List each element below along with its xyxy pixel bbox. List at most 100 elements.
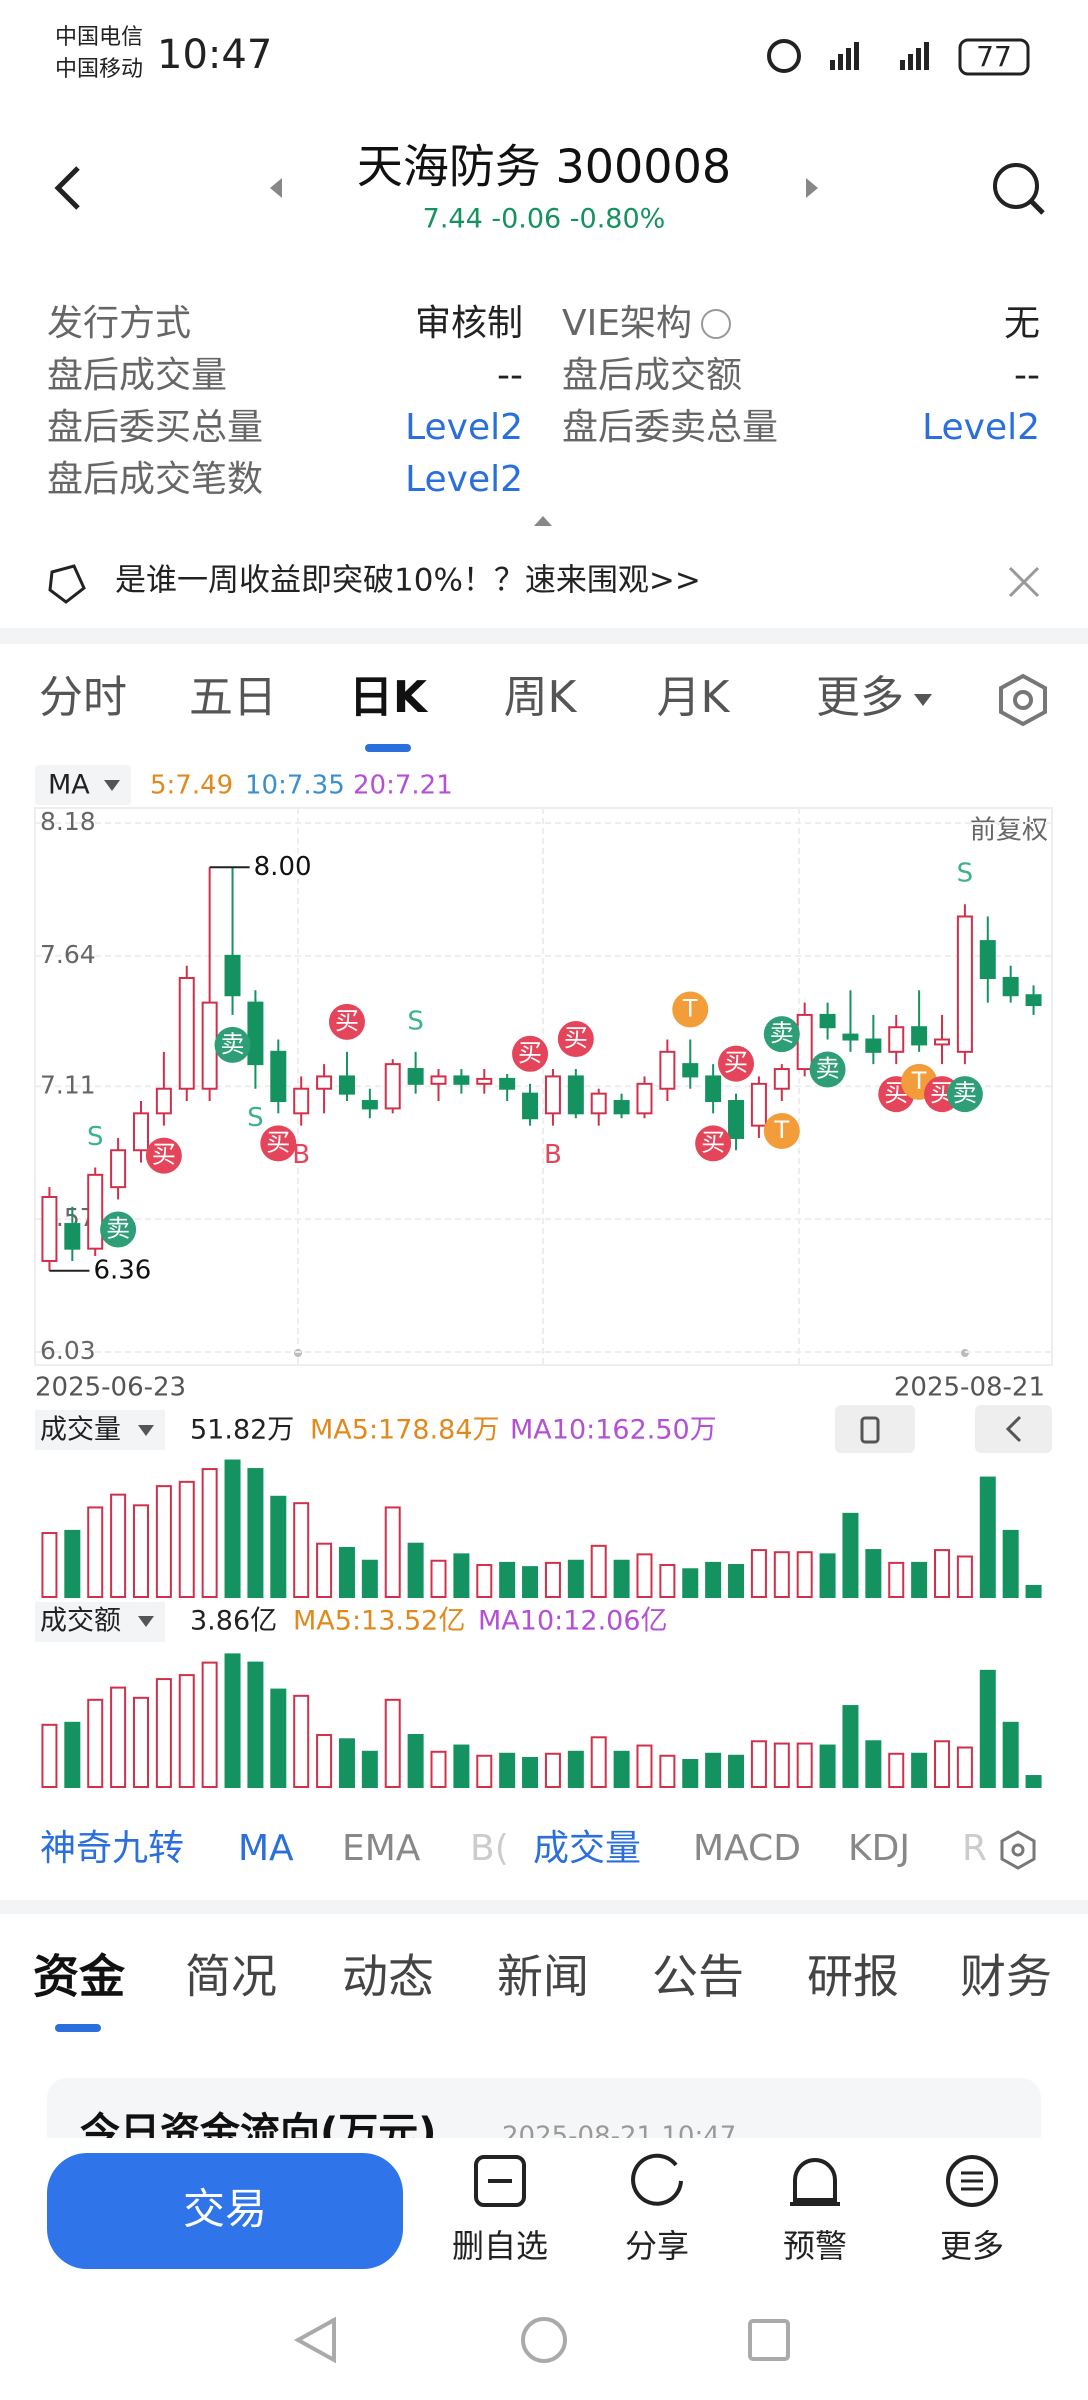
collapse-side[interactable] [975, 1405, 1052, 1453]
signal-label: B [292, 1140, 310, 1170]
candle-body [1025, 994, 1042, 1007]
amount-bar [934, 1740, 951, 1788]
vol-label[interactable]: 成交量 [40, 1415, 121, 1446]
volume-bar [522, 1566, 539, 1599]
amt-current: 3.86亿 [190, 1606, 277, 1637]
nav-back[interactable] [293, 2316, 336, 2364]
amt-ma: MA10:12.06亿 [478, 1606, 668, 1637]
info-icon[interactable] [701, 309, 731, 339]
amount-bar [842, 1705, 859, 1789]
info-tab[interactable]: 财务 [960, 1950, 1052, 2004]
period-tab[interactable]: 月K [657, 672, 731, 723]
banner[interactable] [0, 540, 1088, 625]
amount-bar [567, 1750, 584, 1789]
vol-ma: MA10:162.50万 [510, 1415, 717, 1446]
signal-label: 卖 [221, 1030, 245, 1058]
amount-bar [41, 1723, 58, 1788]
period-tab[interactable]: 周K [504, 672, 578, 723]
search-button[interactable] [993, 163, 1045, 215]
more-icon[interactable] [946, 2155, 998, 2207]
nav-recent[interactable] [748, 2319, 790, 2361]
signal-pin [672, 991, 709, 1028]
volume-bar [567, 1559, 584, 1598]
collapse-button[interactable] [534, 516, 552, 526]
ma-label[interactable]: MA [48, 770, 90, 801]
info-tab[interactable]: 公告 [652, 1950, 744, 2004]
ma-selector[interactable] [35, 765, 131, 805]
indicator-tab[interactable]: 神奇九转 [40, 1828, 184, 1869]
amount-bar [590, 1736, 607, 1789]
volume-bar [544, 1561, 561, 1598]
chart-settings[interactable] [999, 673, 1047, 727]
signal-pin [512, 1035, 549, 1072]
volume-bar [64, 1529, 81, 1599]
candle-body [87, 1173, 104, 1250]
candle-body [934, 1038, 951, 1046]
period-tab[interactable]: 五日 [189, 672, 277, 723]
info-tab[interactable]: 研报 [807, 1950, 899, 2004]
alert-icon[interactable] [790, 2158, 840, 2206]
volume-bar [110, 1493, 127, 1599]
signal-label: 买 [724, 1049, 748, 1077]
indicator-tab[interactable]: MA [238, 1828, 294, 1869]
info-value: -- [1014, 355, 1040, 396]
rotate-button[interactable] [835, 1405, 915, 1453]
amount-bar [499, 1752, 516, 1788]
trade-button[interactable] [47, 2153, 403, 2269]
candle-body [270, 1050, 287, 1103]
indicator-tab[interactable]: R [962, 1828, 987, 1869]
info-link[interactable]: Level2 [405, 459, 523, 500]
trade-label[interactable]: 交易 [183, 2185, 267, 2234]
back-button[interactable] [54, 166, 80, 210]
info-tab[interactable]: 新闻 [497, 1950, 589, 2004]
indicator-tab[interactable]: 成交量 [533, 1828, 641, 1869]
candle-body [453, 1075, 470, 1085]
volume-bar [728, 1564, 745, 1598]
indicator-settings[interactable] [1000, 1830, 1036, 1870]
info-tab[interactable]: 简况 [185, 1950, 277, 2004]
start-date: 2025-06-23 [35, 1373, 186, 1403]
action-label[interactable]: 更多 [940, 2227, 1004, 2265]
prev-stock[interactable] [270, 178, 282, 198]
amount-bar [659, 1754, 676, 1789]
nav-home[interactable] [521, 2317, 567, 2363]
volume-bar [659, 1564, 676, 1598]
volume-bar [1025, 1584, 1042, 1599]
volume-bar [979, 1476, 996, 1599]
volume-bar [499, 1561, 516, 1598]
indicator-tab[interactable]: B( [470, 1828, 509, 1869]
amount-bar [155, 1678, 172, 1788]
action-label[interactable]: 预警 [783, 2227, 847, 2265]
candle-body [430, 1075, 447, 1085]
volume-bar [865, 1549, 882, 1599]
next-stock[interactable] [806, 178, 818, 198]
banner-text[interactable]: 是谁一周收益即突破10%！？速来围观>> [115, 563, 701, 599]
share-icon[interactable] [631, 2153, 683, 2206]
info-tab-active[interactable]: 资金 [33, 1950, 126, 2004]
signal-pin [214, 1026, 251, 1063]
amount-bar [110, 1686, 127, 1788]
info-tab[interactable]: 动态 [342, 1950, 434, 2004]
period-tab[interactable]: 更多 [816, 672, 904, 723]
volume-bar [178, 1480, 195, 1598]
indicator-tab[interactable]: EMA [342, 1828, 421, 1869]
candle-body [590, 1092, 607, 1115]
action-label[interactable]: 删自选 [452, 2227, 548, 2265]
action-label[interactable]: 分享 [625, 2227, 689, 2265]
close-banner[interactable] [1008, 566, 1040, 598]
indicator-tab[interactable]: MACD [693, 1828, 801, 1869]
amount-bar [728, 1754, 745, 1789]
info-link[interactable]: Level2 [405, 407, 523, 448]
unwatch-icon[interactable] [474, 2155, 526, 2207]
signal-pin [809, 1051, 846, 1088]
signal-pin [946, 1076, 983, 1113]
indicator-tab[interactable]: KDJ [848, 1828, 910, 1869]
vol-current: 51.82万 [190, 1415, 294, 1446]
period-tab-active[interactable]: 日K [349, 672, 429, 723]
candle-body [659, 1050, 676, 1090]
signal-label: T [773, 1116, 789, 1144]
info-label: 发行方式 [47, 303, 191, 344]
info-link[interactable]: Level2 [922, 407, 1040, 448]
period-tab[interactable]: 分时 [39, 672, 127, 723]
amt-label[interactable]: 成交额 [40, 1606, 121, 1637]
